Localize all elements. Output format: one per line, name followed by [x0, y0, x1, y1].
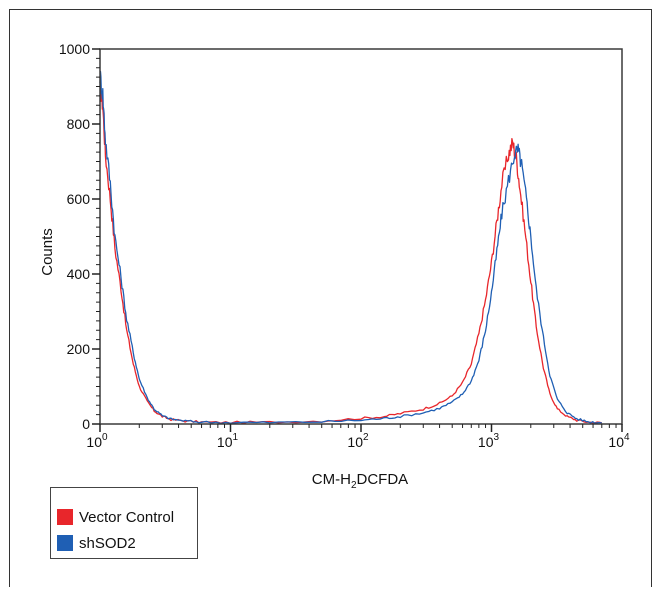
figure-frame [9, 9, 652, 587]
plot-area [99, 48, 623, 425]
series-line-vector-control [99, 78, 602, 425]
x-tick-label-1: 100 [86, 432, 108, 450]
y-axis-label: Counts [39, 228, 56, 276]
x-tick-label-1000: 103 [478, 432, 500, 450]
y-tick-label-1000: 1000 [59, 41, 90, 57]
y-tick-label-600: 600 [67, 191, 91, 207]
y-tick-label-0: 0 [82, 416, 90, 432]
legend-label-vector-control: Vector Control [79, 508, 175, 526]
y-tick-label-200: 200 [67, 341, 91, 357]
x-tick-label-100: 102 [347, 432, 369, 450]
y-tick-label-400: 400 [67, 266, 91, 282]
legend-swatch-vector-control [57, 509, 73, 525]
legend-label-shsod2: shSOD2 [79, 534, 136, 552]
legend-swatch-shsod2 [57, 535, 73, 551]
legend-item-vector-control: Vector Control [57, 508, 174, 526]
x-axis-label: CM-H2DCFDA [312, 471, 408, 491]
y-axis: 0 200 400 600 800 1000 [59, 41, 100, 432]
series-line-shsod2 [99, 70, 602, 425]
x-tick-label-10: 101 [217, 432, 239, 450]
y-tick-label-800: 800 [67, 116, 91, 132]
x-axis: 100 101 102 103 104 [86, 424, 630, 450]
legend-item-shsod2: shSOD2 [57, 534, 136, 552]
legend: Vector Control shSOD2 [50, 487, 198, 559]
x-tick-label-10000: 104 [608, 432, 630, 450]
